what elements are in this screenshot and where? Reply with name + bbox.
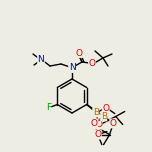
Text: O: O	[102, 104, 109, 113]
Text: O: O	[88, 59, 95, 67]
Text: O: O	[91, 119, 98, 128]
Text: F: F	[46, 103, 51, 112]
Text: O: O	[76, 48, 83, 57]
Text: B: B	[101, 112, 107, 121]
Text: O: O	[110, 119, 117, 128]
Text: O: O	[95, 120, 102, 129]
Text: O: O	[94, 130, 101, 139]
Text: B: B	[93, 108, 99, 117]
Text: N: N	[38, 55, 44, 64]
Text: N: N	[69, 64, 75, 73]
